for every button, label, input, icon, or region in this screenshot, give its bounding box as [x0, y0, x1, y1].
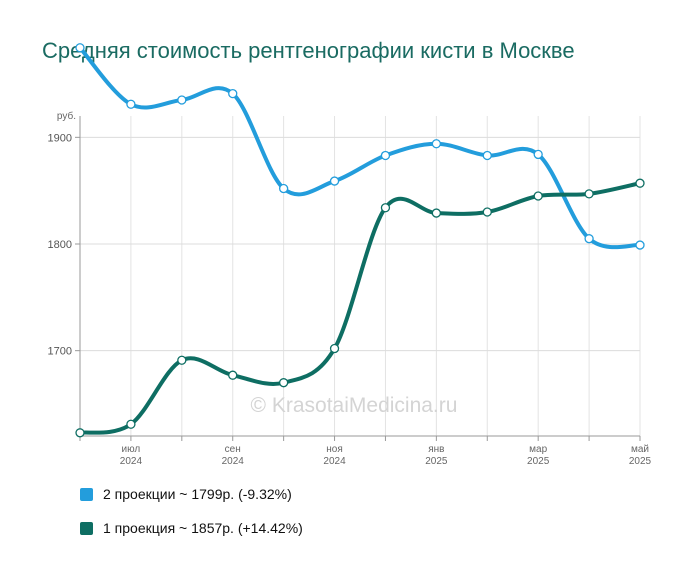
x-tick-label-month: май — [631, 444, 649, 455]
series-lines — [78, 45, 642, 435]
legend-label-2-projections: 2 проекции ~ 1799р. (-9.32%) — [103, 486, 292, 502]
data-point-2-projections — [635, 240, 645, 250]
y-tick-label: 1800 — [48, 239, 72, 251]
data-point-2-projections — [380, 150, 391, 161]
y-tick-label: 1900 — [48, 132, 72, 144]
data-point-2-projections — [126, 99, 136, 109]
data-point-1-projection — [329, 343, 340, 354]
x-axis: июл2024сен2024ноя2024янв2025мар2025май20… — [79, 435, 652, 467]
legend-swatch-2-projections — [80, 487, 93, 501]
data-point-1-projection — [584, 189, 594, 199]
legend-label-1-projection: 1 проекция ~ 1857р. (+14.42%) — [103, 520, 303, 536]
data-point-1-projection — [126, 419, 136, 429]
data-point-1-projection — [228, 370, 238, 380]
legend-item-2-projections[interactable]: 2 проекции ~ 1799р. (-9.32%) — [80, 484, 303, 504]
data-point-2-projections — [177, 95, 187, 105]
x-tick-label-year: 2024 — [222, 456, 245, 467]
data-point-2-projections — [75, 43, 85, 53]
x-tick-label-month: сен — [225, 444, 241, 455]
watermark: © KrasotaiMedicina.ru — [251, 394, 458, 417]
data-point-2-projections — [228, 88, 238, 99]
data-point-1-projection — [533, 191, 543, 201]
series-line-2-projections — [78, 45, 642, 250]
data-point-2-projections — [329, 176, 340, 186]
data-point-2-projections — [278, 183, 289, 194]
legend-item-1-projection[interactable]: 1 проекция ~ 1857р. (+14.42%) — [80, 518, 303, 538]
x-tick-label-year: 2024 — [323, 456, 346, 467]
data-point-1-projection — [635, 178, 645, 188]
data-point-1-projection — [380, 203, 391, 213]
x-tick-label-month: июл — [122, 444, 141, 455]
data-point-1-projection — [177, 355, 187, 365]
y-tick-label: 1700 — [48, 346, 72, 358]
data-point-2-projections — [431, 139, 442, 149]
x-tick-label-year: 2025 — [527, 456, 550, 467]
x-tick-label-year: 2024 — [120, 456, 143, 467]
data-point-1-projection — [75, 428, 85, 438]
data-point-2-projections — [533, 149, 543, 160]
x-tick-label-month: ноя — [326, 444, 343, 455]
x-tick-label-month: мар — [529, 444, 547, 455]
data-point-2-projections — [482, 150, 492, 161]
x-tick-label-month: янв — [428, 444, 444, 455]
data-point-2-projections — [584, 234, 594, 244]
chart-title: Средняя стоимость рентгенографии кисти в… — [42, 38, 575, 63]
data-point-1-projection — [431, 208, 442, 218]
y-unit-label: руб. — [57, 110, 76, 122]
data-point-1-projection — [278, 378, 289, 388]
x-tick-label-year: 2025 — [629, 456, 652, 467]
data-point-1-projection — [482, 207, 492, 217]
grid — [79, 116, 641, 436]
y-axis: 1700 1800 1900 руб. — [48, 110, 81, 436]
x-tick-label-year: 2025 — [425, 456, 448, 467]
series-points — [75, 43, 645, 438]
legend: 2 проекции ~ 1799р. (-9.32%) 1 проекция … — [80, 484, 303, 552]
legend-swatch-1-projection — [80, 521, 93, 535]
